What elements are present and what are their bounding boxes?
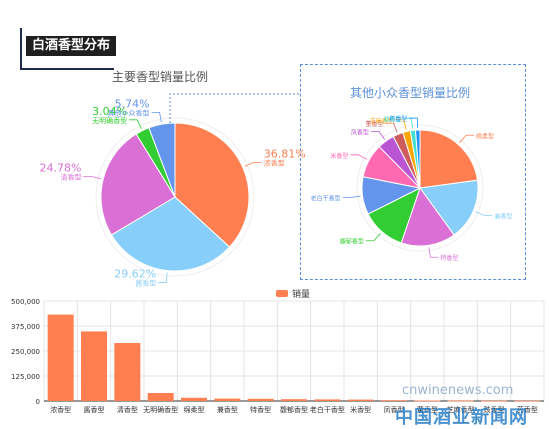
pie-leader-0-1	[158, 272, 168, 283]
pie-pct-0-3: 3.04%	[92, 105, 127, 118]
pie-ring-0	[95, 117, 255, 277]
bar-4	[181, 397, 207, 401]
watermark-cn: 中国酒业新闻网	[395, 407, 528, 428]
bar-xtick-0: 浓香型	[50, 405, 71, 414]
pie-leader-0-2	[83, 176, 102, 180]
pie-slice-0-1	[110, 196, 231, 272]
pie-pct-0-2: 24.78%	[40, 162, 82, 175]
bar-xtick-4: 绵柔型	[184, 405, 205, 414]
pie-name-0-3: 无明确香型	[92, 116, 127, 125]
header-frame	[20, 28, 114, 70]
bar-11	[414, 400, 441, 402]
legend-swatch	[276, 290, 288, 297]
legend-label: 销量	[292, 290, 311, 300]
bar-10	[381, 400, 407, 401]
pie-leader-0-0	[244, 161, 262, 167]
minor-pie-frame	[300, 64, 526, 280]
bar-legend[interactable]: 销量	[276, 287, 310, 300]
pie-name-0-0: 浓香型	[264, 158, 285, 167]
bar-xtick-9: 米香型	[350, 405, 371, 414]
pie-name-0-1: 酱香型	[135, 279, 156, 288]
bar-3	[147, 393, 174, 401]
connector-line	[169, 93, 300, 123]
bar-12	[447, 400, 474, 402]
bar-1	[81, 331, 107, 401]
bar-9	[347, 399, 374, 401]
bar-xtick-5: 兼香型	[217, 405, 238, 414]
bar-ytick-1: 125,000	[11, 373, 40, 381]
bar-8	[314, 399, 341, 401]
pie-slice-0-3	[135, 127, 176, 198]
page-title: 白酒香型分布	[26, 36, 117, 56]
pie-pct-0-1: 29.62%	[114, 268, 156, 281]
pie-slice-0-2	[100, 133, 176, 236]
bar-ytick-0: 0	[36, 398, 40, 406]
bar-ytick-3: 375,000	[11, 323, 40, 331]
bar-13	[481, 400, 507, 402]
bar-xtick-6: 特香型	[250, 405, 271, 414]
pie-leader-0-4	[151, 111, 162, 123]
bar-5	[214, 398, 241, 401]
bar-xtick-7: 馥郁香型	[280, 405, 308, 414]
bar-6	[247, 398, 274, 401]
bar-xtick-8: 老白干香型	[310, 405, 345, 414]
pie-slice-0-0	[174, 122, 250, 248]
bar-xtick-3: 无明确香型	[143, 405, 178, 414]
pie-name-0-2: 清香型	[60, 173, 81, 182]
bar-7	[281, 399, 307, 401]
watermark-en: cnwinenews.com	[402, 383, 514, 398]
bar-ytick-2: 250,000	[11, 348, 40, 356]
bar-xtick-2: 清香型	[117, 405, 138, 414]
pie-pct-0-4: 5.74%	[115, 97, 150, 110]
bar-ytick-4: 500,000	[11, 298, 40, 306]
main-pie-title: 主要香型销量比例	[112, 70, 209, 84]
pie-name-0-4: 其他小众香型	[108, 108, 150, 117]
bar-14	[514, 400, 541, 402]
bar-xtick-1: 酱香型	[84, 405, 105, 414]
pie-slice-0-4	[148, 122, 176, 198]
pie-leader-0-3	[129, 119, 142, 129]
bar-0	[47, 314, 74, 401]
minor-pie-title: 其他小众香型销量比例	[350, 86, 471, 100]
bar-2	[114, 343, 141, 401]
